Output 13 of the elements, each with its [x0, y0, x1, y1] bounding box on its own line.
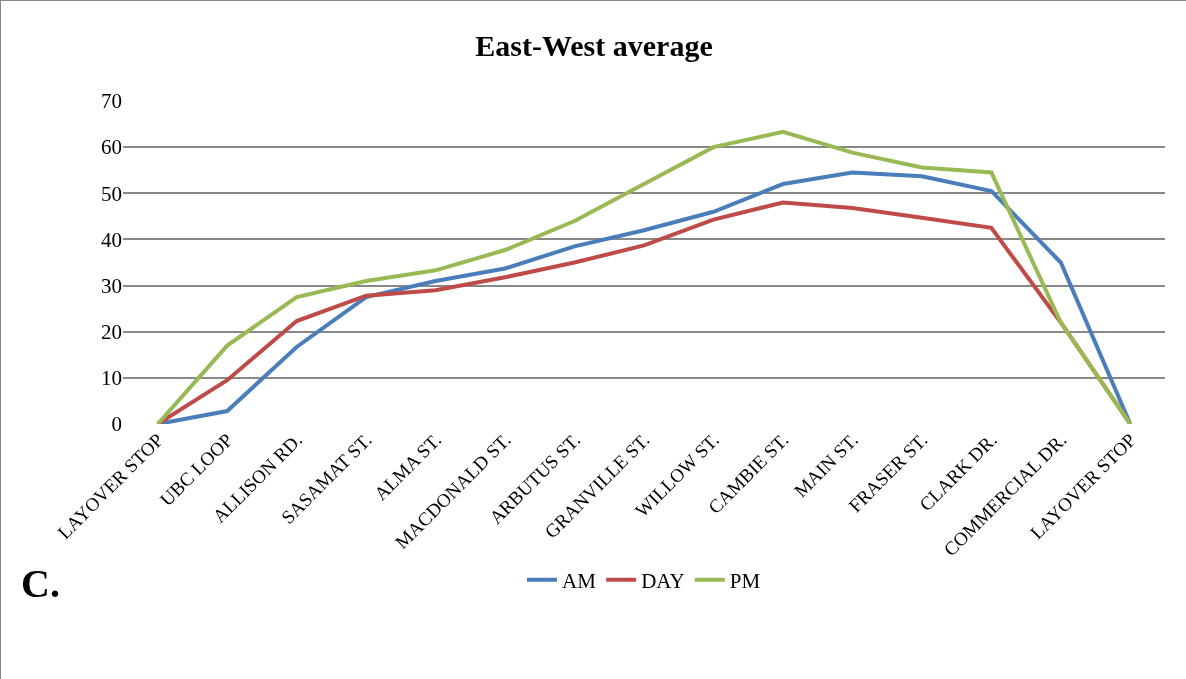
y-tick-label: 0 — [111, 412, 122, 437]
legend-label: DAY — [641, 569, 685, 593]
y-tick-label: 60 — [101, 135, 122, 160]
y-tick-label: 40 — [101, 227, 122, 252]
y-tick-label: 20 — [101, 320, 122, 345]
text: C. — [21, 561, 60, 606]
y-tick-label: 50 — [101, 181, 122, 206]
y-tick-label: 10 — [101, 366, 122, 391]
legend-label: AM — [562, 569, 597, 593]
y-tick-label: 70 — [101, 89, 122, 114]
chart-title: East-West average — [475, 28, 713, 62]
y-tick-label: 30 — [101, 273, 122, 298]
legend-label: PM — [729, 569, 761, 593]
